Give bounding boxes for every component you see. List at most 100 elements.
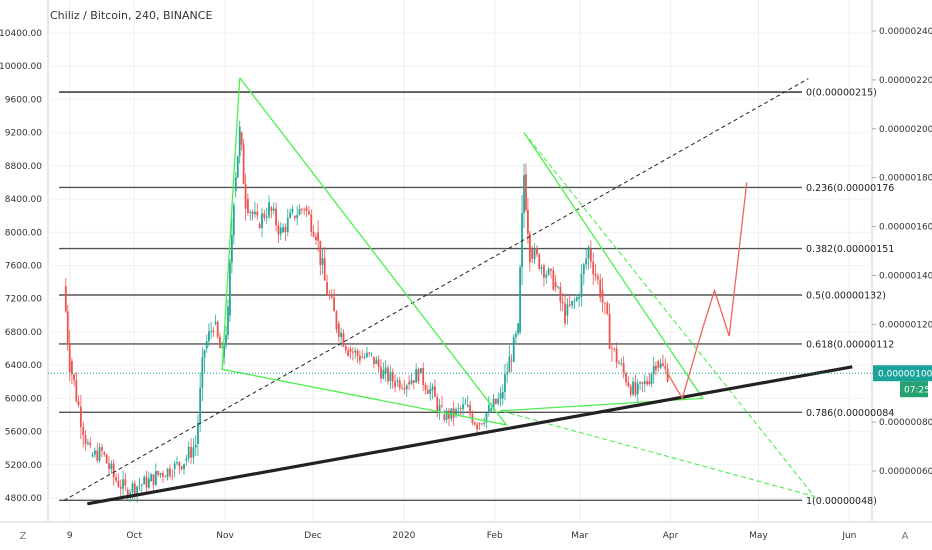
x-tick-label: Jun	[841, 531, 856, 541]
candle-body	[510, 360, 513, 362]
candle-body	[105, 454, 108, 464]
candle-body	[86, 442, 89, 444]
x-tick-label: Oct	[126, 531, 142, 541]
candle-body	[176, 462, 178, 464]
current-price-badge	[873, 365, 932, 382]
candle-body	[131, 483, 134, 493]
candle-body	[473, 422, 476, 425]
candle-body	[445, 410, 448, 420]
candle-body	[634, 381, 637, 395]
candle-body	[91, 454, 94, 457]
candle-body	[476, 424, 479, 430]
candle-body	[552, 270, 555, 290]
candle-body	[582, 264, 585, 275]
left-axis-tick-label: 4800.00	[5, 494, 42, 504]
x-tick-label: Mar	[571, 531, 588, 541]
candle-body	[380, 366, 382, 379]
candle-body	[203, 350, 206, 358]
candle-body	[279, 227, 282, 235]
candle-body	[319, 240, 322, 265]
candle-body	[366, 352, 368, 357]
candle-body	[419, 367, 422, 374]
candle-body	[73, 374, 76, 381]
candle-body	[415, 369, 418, 383]
right-axis-tick-label: 0.00000240	[879, 27, 932, 37]
candle-body	[632, 381, 634, 395]
candle-body	[650, 374, 653, 384]
candle-body	[578, 296, 581, 299]
candle-body	[187, 446, 190, 459]
candle-body	[459, 408, 462, 410]
candle-body	[293, 215, 296, 219]
candle-body	[126, 489, 129, 497]
candle-body	[457, 408, 460, 410]
candle-body	[268, 202, 270, 217]
candle-body	[140, 484, 143, 486]
candle-body	[201, 357, 204, 388]
candle-body	[375, 359, 378, 364]
candle-body	[487, 405, 490, 414]
candle-body	[112, 463, 115, 478]
chart-title: Chiliz / Bitcoin, 240, BINANCE	[50, 9, 213, 22]
candle-body	[247, 199, 249, 213]
candle-body	[221, 347, 224, 349]
candle-body	[615, 348, 618, 363]
candle-body	[573, 300, 576, 302]
candle-body	[561, 301, 564, 304]
right-axis-tick-label: 0.00000140	[879, 271, 932, 281]
candle-body	[263, 213, 266, 218]
candle-body	[377, 359, 380, 367]
candle-body	[169, 468, 171, 476]
candle-body	[315, 236, 317, 241]
candle-body	[434, 386, 436, 397]
candle-body	[89, 442, 92, 446]
candle-body	[450, 408, 453, 419]
left-axis-tick-label: 5200.00	[5, 461, 42, 471]
candle-body	[300, 208, 303, 210]
candle-body	[523, 175, 525, 213]
candle-body	[618, 362, 620, 364]
candle-body	[330, 295, 333, 298]
candle-body	[164, 476, 167, 478]
candle-body	[431, 386, 434, 391]
candle-body	[494, 398, 497, 404]
candle-body	[580, 274, 583, 297]
countdown-text: 07:25	[904, 386, 930, 396]
candle-body	[333, 297, 335, 312]
candle-body	[236, 156, 239, 178]
x-tick-label: May	[749, 531, 768, 541]
candle-body	[662, 363, 664, 367]
candle-body	[254, 211, 256, 215]
left-axis-tick-label: 7200.00	[5, 295, 42, 305]
candle-body	[261, 213, 263, 228]
candle-body	[277, 225, 280, 235]
candle-body	[303, 209, 306, 211]
candle-body	[84, 435, 87, 444]
candle-body	[533, 248, 536, 259]
candle-body	[298, 208, 301, 215]
candle-body	[225, 334, 227, 346]
candle-body	[312, 231, 315, 237]
candle-body	[391, 371, 394, 382]
candle-body	[575, 297, 578, 301]
candle-body	[490, 408, 493, 411]
auto-scale-button[interactable]: A	[901, 531, 909, 542]
candle-body	[71, 360, 73, 375]
candle-body	[408, 381, 411, 385]
candle-body	[648, 381, 651, 384]
candle-body	[566, 304, 569, 316]
auto-scale-left-button[interactable]: Z	[19, 531, 27, 542]
candle-body	[401, 387, 403, 389]
candle-body	[666, 368, 669, 382]
candle-body	[501, 392, 504, 399]
candle-body	[403, 387, 406, 390]
candle-body	[646, 381, 649, 385]
right-axis-tick-label: 0.00000200	[879, 125, 932, 135]
candle-body	[571, 300, 573, 306]
right-axis-tick-label: 0.00000120	[879, 320, 932, 330]
candle-body	[622, 363, 625, 373]
candle-body	[157, 471, 160, 475]
candle-body	[356, 350, 359, 356]
